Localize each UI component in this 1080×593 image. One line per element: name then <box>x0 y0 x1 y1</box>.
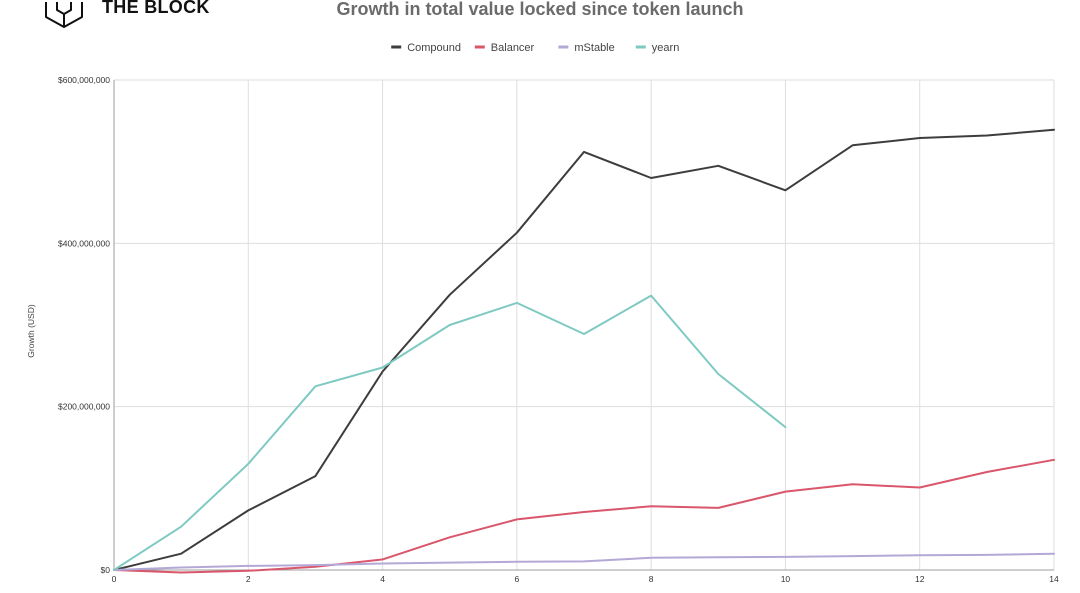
series-lines <box>113 128 1055 574</box>
chart-title: Growth in total value locked since token… <box>336 0 743 19</box>
grid <box>113 79 1055 571</box>
x-tick-label: 10 <box>781 574 791 584</box>
y-tick-label: $0 <box>101 565 111 575</box>
y-axis: $0 $200,000,000 $400,000,000 $600,000,000 <box>58 75 110 575</box>
x-tick-label: 8 <box>649 574 654 584</box>
legend-item-mstable: mStable <box>558 42 615 54</box>
y-tick-label: $400,000,000 <box>58 238 110 248</box>
x-tick-label: 6 <box>514 574 519 584</box>
legend-item-compound: Compound <box>391 42 461 54</box>
legend: Compound Balancer mStable yearn <box>391 42 679 54</box>
x-tick-label: 2 <box>246 574 251 584</box>
y-axis-label: Growth (USD) <box>26 304 36 358</box>
x-axis: 0 2 4 6 8 10 12 14 <box>112 574 1059 584</box>
legend-item-balancer: Balancer <box>474 42 535 54</box>
brand-name: THE BLOCK <box>102 0 210 17</box>
legend-label: Compound <box>407 42 461 54</box>
y-tick-label: $200,000,000 <box>58 402 110 412</box>
x-tick-label: 14 <box>1049 574 1059 584</box>
y-tick-label: $600,000,000 <box>58 75 110 85</box>
series-line-compound <box>113 128 1055 571</box>
x-tick-label: 12 <box>915 574 925 584</box>
series-line-yearn <box>113 294 787 571</box>
series-line-balancer <box>113 458 1055 574</box>
brand-logo: THE BLOCK <box>45 0 210 28</box>
x-tick-label: 0 <box>112 574 117 584</box>
legend-label: mStable <box>574 42 614 54</box>
legend-item-yearn: yearn <box>635 42 680 54</box>
x-tick-label: 4 <box>380 574 385 584</box>
cube-logo-icon <box>45 2 83 28</box>
series-line-mstable <box>113 552 1055 571</box>
legend-label: Balancer <box>491 42 535 54</box>
legend-label: yearn <box>652 42 680 54</box>
